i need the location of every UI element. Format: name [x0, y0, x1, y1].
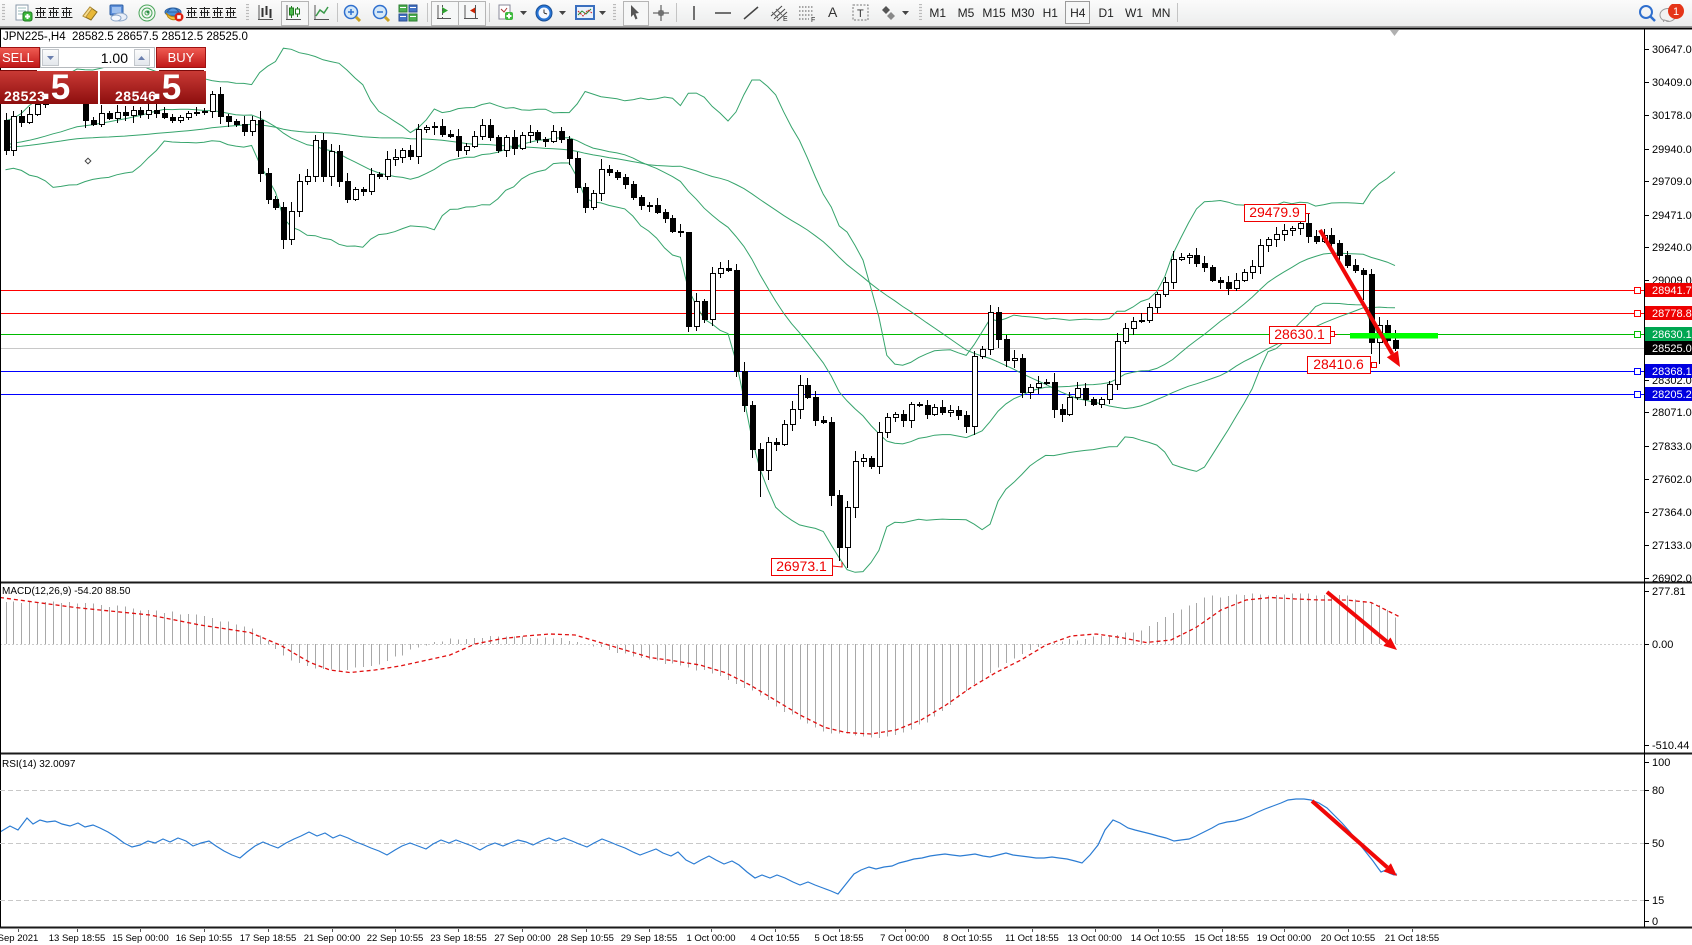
svg-text:MACD(12,26,9) -54.20 88.50: MACD(12,26,9) -54.20 88.50 — [2, 586, 131, 597]
svg-text:28368.1: 28368.1 — [1652, 366, 1692, 378]
svg-text:15 Sep 00:00: 15 Sep 00:00 — [112, 933, 169, 944]
svg-text:29240.0: 29240.0 — [1652, 242, 1692, 254]
svg-text:JPN225-,H4 28582.5 28657.5 28: JPN225-,H4 28582.5 28657.5 28512.5 28525… — [3, 31, 248, 43]
svg-text:28630.1: 28630.1 — [1274, 326, 1325, 342]
svg-text:28 Sep 10:55: 28 Sep 10:55 — [557, 933, 614, 944]
svg-text:26902.0: 26902.0 — [1652, 573, 1692, 585]
svg-text:30647.0: 30647.0 — [1652, 44, 1692, 56]
svg-text:T: T — [857, 8, 864, 20]
svg-text:29479.9: 29479.9 — [1249, 204, 1300, 220]
svg-text:8 Oct 10:55: 8 Oct 10:55 — [943, 933, 992, 944]
svg-text:7 Oct 00:00: 7 Oct 00:00 — [880, 933, 929, 944]
svg-text:21 Sep 00:00: 21 Sep 00:00 — [304, 933, 361, 944]
svg-text:23 Sep 18:55: 23 Sep 18:55 — [430, 933, 487, 944]
svg-text:0: 0 — [1652, 916, 1658, 928]
svg-text:13 Oct 00:00: 13 Oct 00:00 — [1067, 933, 1121, 944]
svg-text:20 Oct 10:55: 20 Oct 10:55 — [1321, 933, 1375, 944]
svg-text:21 Oct 18:55: 21 Oct 18:55 — [1385, 933, 1439, 944]
svg-text:30178.0: 30178.0 — [1652, 110, 1692, 122]
svg-text:29940.0: 29940.0 — [1652, 144, 1692, 156]
svg-text:27833.0: 27833.0 — [1652, 441, 1692, 453]
svg-text:1: 1 — [1673, 6, 1679, 18]
svg-text:277.81: 277.81 — [1652, 586, 1686, 598]
svg-text:28525.0: 28525.0 — [1652, 343, 1692, 355]
svg-text:1 Oct 00:00: 1 Oct 00:00 — [686, 933, 735, 944]
svg-text:5 Oct 18:55: 5 Oct 18:55 — [814, 933, 863, 944]
svg-text:28410.6: 28410.6 — [1313, 356, 1364, 372]
svg-text:50: 50 — [1652, 838, 1664, 850]
svg-text:13 Sep 18:55: 13 Sep 18:55 — [49, 933, 106, 944]
svg-text:F: F — [811, 17, 815, 22]
svg-text:E: E — [783, 16, 788, 22]
svg-text:26973.1: 26973.1 — [776, 558, 827, 574]
svg-text:19 Oct 00:00: 19 Oct 00:00 — [1257, 933, 1311, 944]
svg-text:RSI(14) 32.0097: RSI(14) 32.0097 — [2, 759, 76, 770]
svg-text:100: 100 — [1652, 757, 1670, 769]
svg-text:29471.0: 29471.0 — [1652, 210, 1692, 222]
svg-text:28630.1: 28630.1 — [1652, 329, 1692, 341]
svg-text:15: 15 — [1652, 895, 1664, 907]
svg-text:4 Oct 10:55: 4 Oct 10:55 — [750, 933, 799, 944]
svg-text:Sep 2021: Sep 2021 — [0, 933, 38, 944]
svg-text:80: 80 — [1652, 785, 1664, 797]
svg-text:0.00: 0.00 — [1652, 639, 1673, 651]
svg-text:27 Sep 00:00: 27 Sep 00:00 — [494, 933, 551, 944]
svg-text:15 Oct 18:55: 15 Oct 18:55 — [1194, 933, 1248, 944]
svg-text:27364.0: 27364.0 — [1652, 507, 1692, 519]
svg-text:11 Oct 18:55: 11 Oct 18:55 — [1005, 933, 1059, 944]
svg-text:28205.2: 28205.2 — [1652, 389, 1692, 401]
svg-text:22 Sep 10:55: 22 Sep 10:55 — [367, 933, 424, 944]
svg-text:28778.8: 28778.8 — [1652, 308, 1692, 320]
svg-text:27602.0: 27602.0 — [1652, 474, 1692, 486]
svg-text:14 Oct 10:55: 14 Oct 10:55 — [1131, 933, 1185, 944]
svg-text:29709.0: 29709.0 — [1652, 176, 1692, 188]
svg-text:-510.44: -510.44 — [1652, 740, 1689, 752]
svg-text:27133.0: 27133.0 — [1652, 540, 1692, 552]
svg-text:30409.0: 30409.0 — [1652, 77, 1692, 89]
svg-text:17 Sep 18:55: 17 Sep 18:55 — [240, 933, 297, 944]
svg-text:16 Sep 10:55: 16 Sep 10:55 — [176, 933, 233, 944]
svg-text:29 Sep 18:55: 29 Sep 18:55 — [621, 933, 678, 944]
svg-text:28071.0: 28071.0 — [1652, 407, 1692, 419]
svg-text:28941.7: 28941.7 — [1652, 285, 1692, 297]
